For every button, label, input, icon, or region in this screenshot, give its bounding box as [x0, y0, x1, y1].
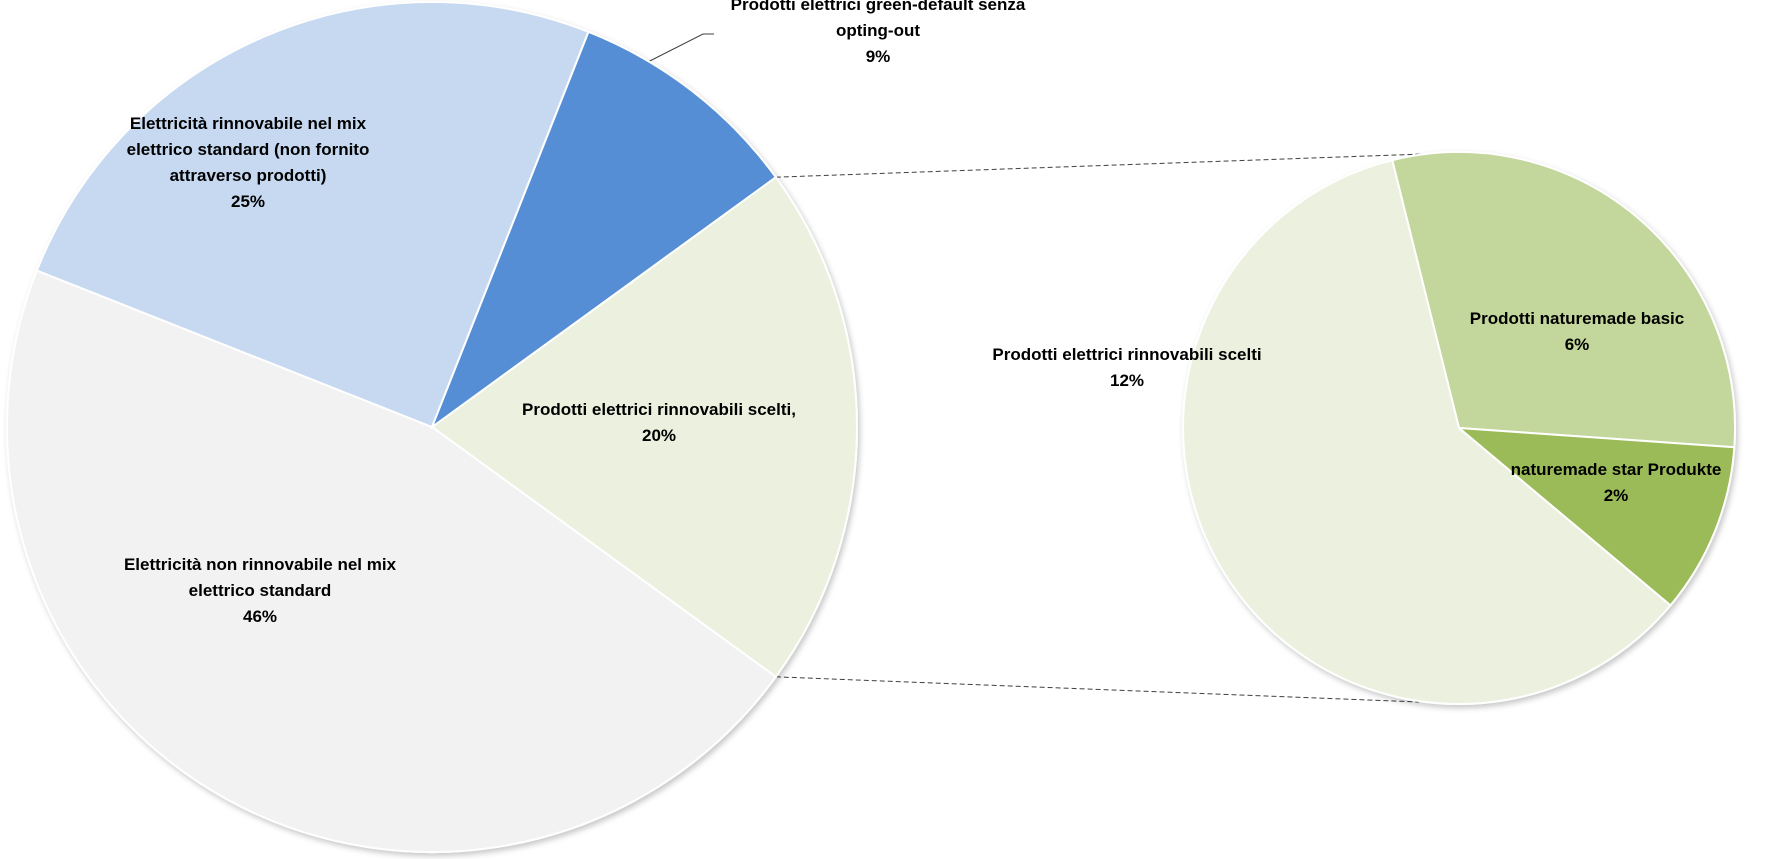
main-slice-name-line: opting-out	[836, 21, 920, 40]
secondary-slice-name-line: Prodotti elettrici rinnovabili scelti	[992, 345, 1261, 364]
data-labels: Prodotti elettrici rinnovabili scelti, 20…	[124, 0, 1721, 626]
leader-line	[648, 33, 714, 62]
main-slice-label-3: Elettricità rinnovabile nel mix elettrico…	[127, 114, 370, 211]
main-slice-name-line: attraverso prodotti)	[170, 166, 327, 185]
secondary-pie-slice-3	[1455, 426, 1736, 607]
main-slice-label-1: Prodotti elettrici rinnovabili scelti, 20…	[522, 400, 796, 445]
connector-line-top	[775, 153, 1425, 178]
secondary-slice-percent-3: 2%	[1604, 486, 1629, 505]
connector-line-bottom	[775, 676, 1420, 703]
secondary-pie	[1182, 151, 1736, 705]
main-slice-percent-3: 25%	[231, 192, 265, 211]
main-slice-percent-4: 9%	[866, 47, 891, 66]
secondary-slice-percent-1: 12%	[1110, 371, 1144, 390]
main-slice-name-line: Elettricità non rinnovabile nel mix	[124, 555, 397, 574]
main-pie-slice-1	[430, 175, 858, 679]
secondary-slice-label-2: Prodotti naturemade basic 6%	[1470, 309, 1684, 354]
main-pie-slice-3	[35, 1, 590, 429]
secondary-slice-label-1: Prodotti elettrici rinnovabili scelti 12%	[992, 345, 1261, 390]
secondary-slice-label-3: naturemade star Produkte 2%	[1511, 460, 1722, 505]
secondary-slice-name-line: Prodotti naturemade basic	[1470, 309, 1684, 328]
main-slice-name-line: Prodotti elettrici rinnovabili scelti,	[522, 400, 796, 419]
main-pie	[6, 1, 858, 853]
main-slice-name-line: Prodotti elettrici green-default senza	[731, 0, 1026, 14]
secondary-slice-name-line: naturemade star Produkte	[1511, 460, 1722, 479]
secondary-pie-slice-1	[1182, 158, 1672, 705]
main-slice-name-line: elettrico standard (non fornito	[127, 140, 370, 159]
secondary-pie-slice-2	[1391, 151, 1736, 449]
main-slice-name-line: elettrico standard	[189, 581, 332, 600]
main-slice-label-4: Prodotti elettrici green-default senza op…	[731, 0, 1026, 66]
main-slice-percent-2: 46%	[243, 607, 277, 626]
main-pie-slice-2	[6, 269, 778, 853]
main-slice-percent-1: 20%	[642, 426, 676, 445]
connector-lines	[648, 33, 1425, 703]
main-slice-name-line: Elettricità rinnovabile nel mix	[130, 114, 367, 133]
main-pie-slice-4	[429, 30, 778, 430]
secondary-slice-percent-2: 6%	[1565, 335, 1590, 354]
main-slice-label-2: Elettricità non rinnovabile nel mix elett…	[124, 555, 397, 626]
